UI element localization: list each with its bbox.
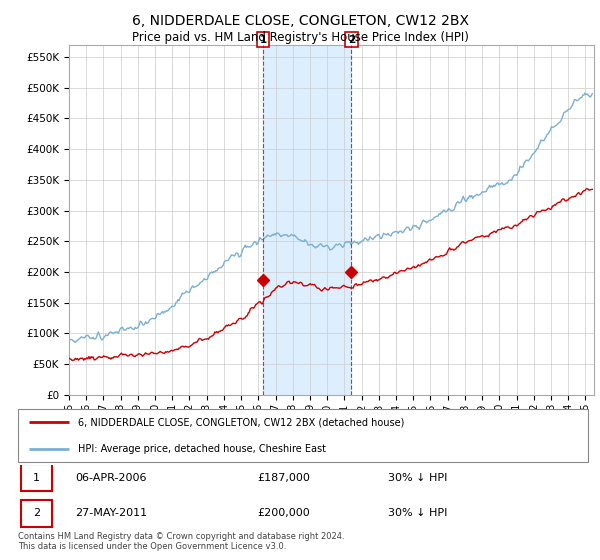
Text: 06-APR-2006: 06-APR-2006	[75, 473, 146, 483]
Text: 27-MAY-2011: 27-MAY-2011	[75, 508, 147, 518]
Text: Contains HM Land Registry data © Crown copyright and database right 2024.
This d: Contains HM Land Registry data © Crown c…	[18, 532, 344, 552]
Text: 2: 2	[33, 508, 40, 518]
Text: Price paid vs. HM Land Registry's House Price Index (HPI): Price paid vs. HM Land Registry's House …	[131, 31, 469, 44]
Text: £187,000: £187,000	[257, 473, 310, 483]
Text: £200,000: £200,000	[257, 508, 310, 518]
Text: 1: 1	[259, 35, 266, 45]
Text: 30% ↓ HPI: 30% ↓ HPI	[389, 508, 448, 518]
Text: 2: 2	[348, 35, 355, 45]
Text: 6, NIDDERDALE CLOSE, CONGLETON, CW12 2BX (detached house): 6, NIDDERDALE CLOSE, CONGLETON, CW12 2BX…	[78, 417, 404, 427]
Bar	[263, 45, 352, 395]
Text: 6, NIDDERDALE CLOSE, CONGLETON, CW12 2BX: 6, NIDDERDALE CLOSE, CONGLETON, CW12 2BX	[131, 14, 469, 28]
Text: HPI: Average price, detached house, Cheshire East: HPI: Average price, detached house, Ches…	[78, 444, 326, 454]
Bar	[21, 500, 52, 526]
Text: 1: 1	[33, 473, 40, 483]
FancyBboxPatch shape	[18, 409, 588, 462]
Text: 30% ↓ HPI: 30% ↓ HPI	[389, 473, 448, 483]
Bar	[21, 464, 52, 491]
